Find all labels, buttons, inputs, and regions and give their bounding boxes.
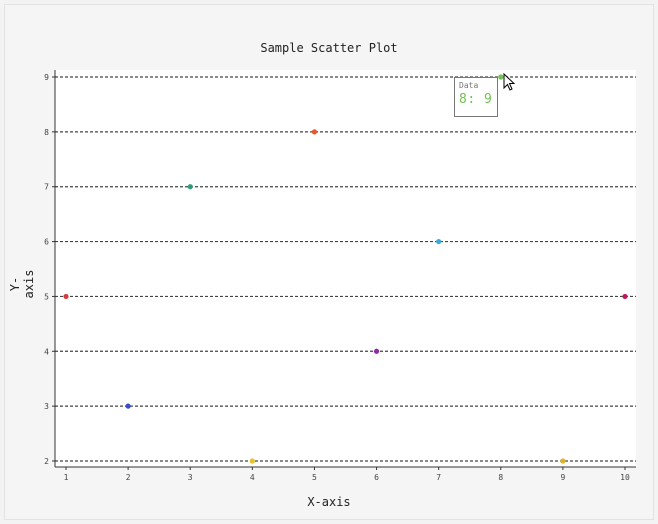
data-point[interactable]: [498, 74, 504, 80]
data-point[interactable]: [187, 184, 193, 190]
y-tick-label: 5: [44, 292, 49, 301]
data-point[interactable]: [622, 293, 628, 300]
x-tick-label: 1: [64, 473, 69, 482]
y-axis-label: Y-axis: [8, 269, 36, 299]
x-tick-label: 4: [250, 473, 255, 482]
x-tick-label: 2: [126, 473, 131, 482]
x-tick-label: 5: [312, 473, 317, 482]
y-tick-label: 4: [44, 347, 49, 356]
mouse-cursor-icon: [503, 73, 516, 91]
plot-area: [55, 70, 636, 467]
x-axis-label: X-axis: [307, 495, 351, 509]
y-tick-label: 6: [44, 238, 49, 247]
grid-lines: [55, 76, 636, 462]
x-tick-label: 6: [374, 473, 379, 482]
chart-title: Sample Scatter Plot: [260, 41, 398, 55]
data-point[interactable]: [436, 238, 442, 245]
y-ticks: 2 3 4 5 6 7 8 9: [44, 73, 55, 466]
data-point[interactable]: [125, 403, 131, 409]
y-tick-label: 7: [44, 183, 49, 192]
data-point[interactable]: [63, 293, 69, 300]
x-tick-label: 3: [188, 473, 193, 482]
y-tick-label: 9: [44, 73, 49, 82]
y-tick-label: 8: [44, 128, 49, 137]
data-tooltip: Data 8: 9: [454, 77, 498, 117]
data-point[interactable]: [311, 129, 318, 135]
x-tick-label: 7: [436, 473, 441, 482]
x-tick-label: 9: [560, 473, 565, 482]
x-tick-label: 10: [620, 473, 630, 482]
y-tick-label: 3: [44, 402, 49, 411]
data-point[interactable]: [373, 348, 380, 354]
x-tick-label: 8: [498, 473, 503, 482]
tooltip-label: Data: [459, 81, 479, 90]
data-points[interactable]: [63, 74, 628, 464]
data-point[interactable]: [249, 458, 255, 464]
x-ticks: 1 2 3 4 5 6 7 8 9 10: [64, 467, 630, 482]
tooltip-value: 8: 9: [459, 92, 493, 107]
y-tick-label: 2: [44, 457, 49, 466]
data-point[interactable]: [560, 458, 566, 464]
